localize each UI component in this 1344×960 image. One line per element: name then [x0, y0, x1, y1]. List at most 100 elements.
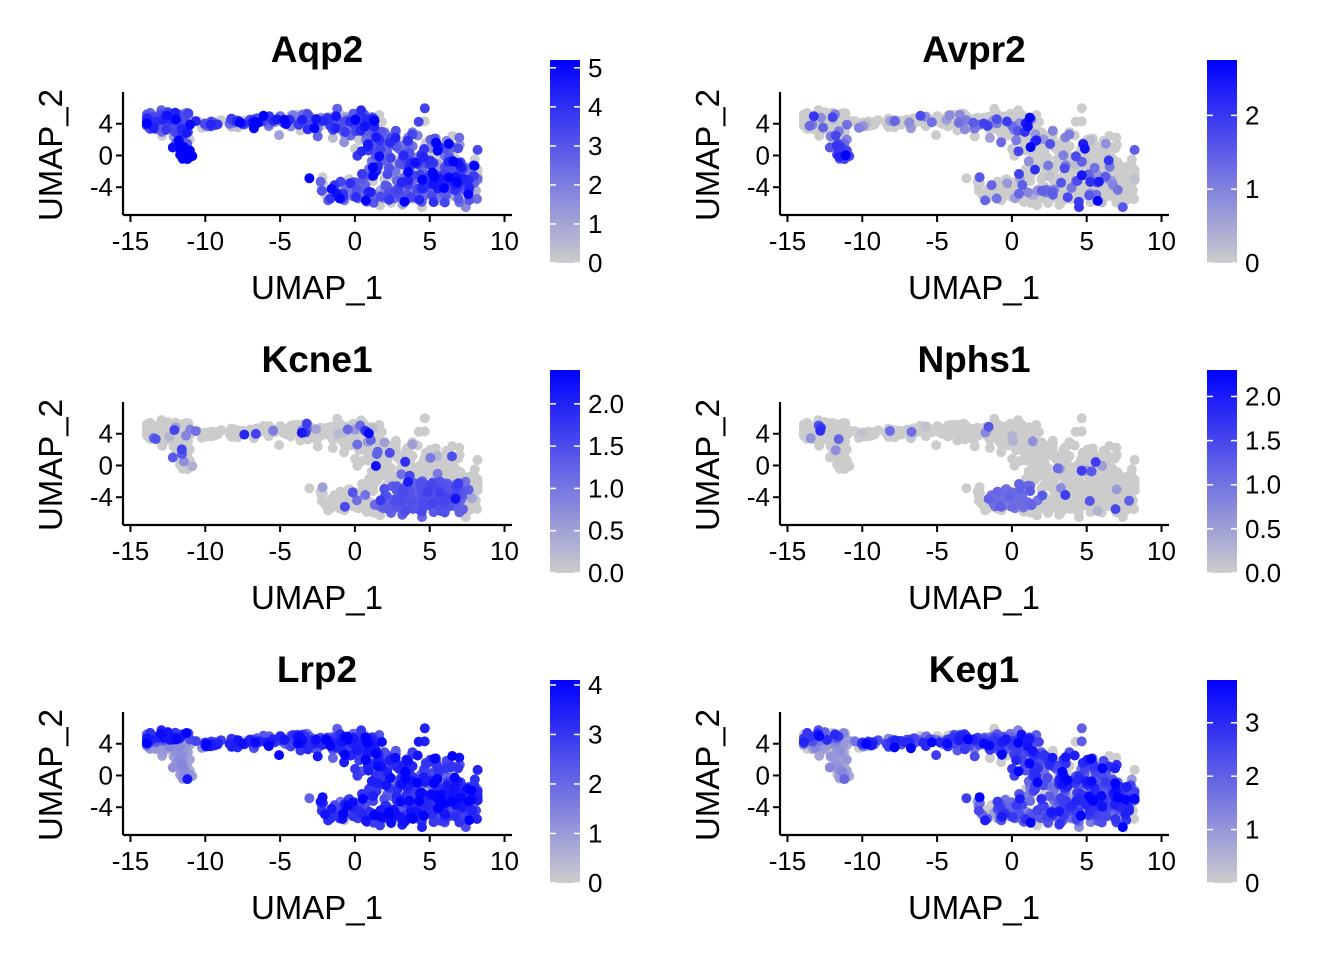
data-point — [984, 133, 995, 143]
data-point — [190, 426, 201, 437]
data-point — [1129, 194, 1139, 204]
data-point — [453, 504, 464, 515]
data-point — [400, 505, 411, 516]
scatter-points — [141, 103, 483, 213]
data-point — [830, 130, 841, 141]
data-point — [359, 121, 370, 132]
data-point — [920, 421, 931, 432]
data-point — [1027, 436, 1038, 447]
data-point — [352, 744, 363, 755]
data-point — [213, 427, 224, 438]
data-point — [350, 192, 361, 202]
data-point — [374, 151, 385, 162]
scatter-points — [798, 723, 1140, 833]
data-point — [375, 191, 386, 202]
data-point — [364, 186, 375, 197]
data-point — [1032, 510, 1042, 521]
data-point — [379, 437, 390, 448]
data-point — [428, 498, 439, 509]
data-point — [986, 180, 997, 191]
data-point — [362, 737, 373, 748]
data-point — [968, 117, 979, 128]
colorbar-tick-label: 1 — [588, 209, 602, 239]
data-point — [422, 487, 433, 498]
data-point — [250, 428, 261, 439]
data-point — [1111, 132, 1122, 143]
data-point — [1039, 479, 1050, 490]
data-point — [1004, 491, 1015, 502]
data-point — [454, 132, 465, 143]
x-tick-label: 10 — [490, 536, 519, 566]
data-point — [993, 426, 1004, 437]
data-point — [350, 114, 361, 125]
data-point — [347, 487, 358, 498]
x-tick-label: -15 — [112, 226, 150, 256]
data-point — [390, 132, 401, 143]
data-point — [453, 194, 464, 205]
data-point — [296, 427, 307, 438]
data-point — [1110, 143, 1121, 154]
y-axis-label: UMAP_2 — [689, 399, 726, 531]
data-point — [472, 194, 482, 204]
data-point — [327, 133, 338, 143]
colorbar-tick-label: 2 — [588, 170, 602, 200]
data-point — [404, 795, 415, 806]
data-point — [428, 197, 439, 208]
data-point — [1060, 490, 1071, 500]
colorbar-tick-label: 1.5 — [588, 431, 624, 461]
data-point — [452, 177, 462, 188]
data-point — [416, 506, 427, 517]
data-point — [304, 793, 315, 804]
data-point — [150, 434, 161, 445]
data-point — [418, 152, 429, 163]
data-point — [342, 424, 353, 435]
y-tick-label: -4 — [90, 792, 113, 822]
y-axis-label: UMAP_2 — [32, 399, 69, 531]
data-point — [317, 482, 328, 493]
data-point — [396, 469, 407, 480]
data-point — [1074, 187, 1085, 198]
data-point — [960, 430, 971, 440]
data-point — [827, 112, 838, 123]
data-point — [418, 810, 429, 821]
data-point — [1093, 176, 1104, 187]
colorbar — [550, 370, 580, 573]
data-point — [448, 156, 459, 167]
data-point — [360, 754, 371, 765]
y-tick-label: 4 — [99, 419, 113, 449]
panel-title: Avpr2 — [922, 29, 1026, 70]
data-point — [1070, 116, 1081, 127]
data-point — [443, 172, 454, 183]
data-point — [467, 805, 478, 816]
data-point — [904, 117, 915, 128]
data-point — [297, 114, 308, 125]
data-point — [309, 123, 320, 134]
data-point — [176, 141, 187, 152]
data-point — [271, 114, 282, 125]
data-point — [431, 137, 442, 148]
data-point — [1089, 162, 1100, 173]
data-point — [1090, 457, 1101, 467]
data-point — [969, 441, 980, 452]
panel-title: Keg1 — [929, 649, 1019, 690]
data-point — [417, 822, 427, 833]
x-tick-label: -10 — [843, 226, 881, 256]
data-point — [403, 476, 414, 487]
data-point — [350, 763, 361, 774]
data-point — [376, 117, 387, 127]
data-point — [177, 759, 187, 769]
data-point — [417, 174, 428, 185]
data-point — [1025, 142, 1036, 153]
data-point — [439, 197, 450, 208]
x-tick-label: -5 — [926, 536, 949, 566]
data-point — [250, 737, 261, 748]
data-point — [206, 119, 216, 130]
data-point — [1033, 117, 1044, 127]
scatter-points — [798, 103, 1140, 213]
data-point — [312, 751, 323, 762]
data-point — [1058, 150, 1069, 161]
data-point — [414, 796, 425, 807]
data-point — [185, 119, 195, 130]
